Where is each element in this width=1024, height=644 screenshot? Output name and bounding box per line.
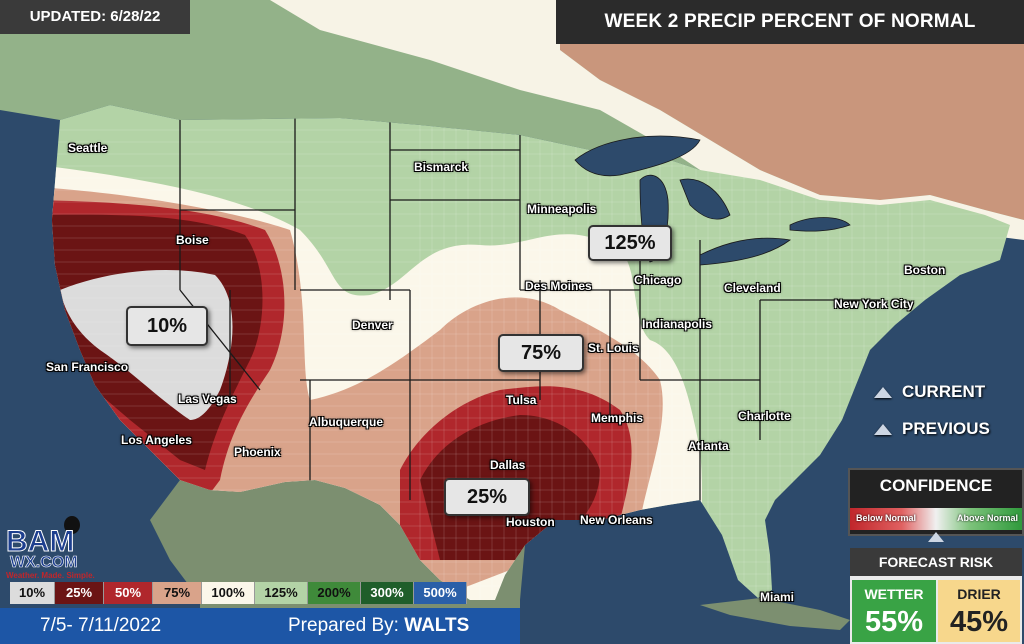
city-new-york-city: New York City (834, 297, 914, 311)
legend-swatch: 200% (308, 582, 361, 604)
forecast-dates: 7/5- 7/11/2022 (40, 615, 162, 636)
city-tulsa: Tulsa (506, 393, 537, 407)
logo-tagline: Weather. Made. Simple. (6, 571, 95, 580)
city-denver: Denver (352, 318, 393, 332)
city-boise: Boise (176, 233, 209, 247)
percent-label-75: 75% (498, 334, 584, 372)
above-normal-label: Above Normal (956, 513, 1018, 523)
city-houston: Houston (506, 515, 555, 529)
updated-date: UPDATED: 6/28/22 (0, 0, 190, 34)
current-label: CURRENT (902, 382, 986, 401)
bamwx-logo: BAM WX.COM Weather. Made. Simple. (6, 516, 95, 580)
city-charlotte: Charlotte (738, 409, 791, 423)
up-arrow-icon (874, 423, 892, 435)
previous-label: PREVIOUS (902, 419, 990, 438)
percent-label-125: 125% (588, 225, 672, 261)
city-des-moines: Des Moines (525, 279, 592, 293)
legend-swatch: 125% (255, 582, 308, 604)
prepared-name: WALTS (404, 615, 470, 636)
confidence-title: CONFIDENCE (879, 476, 993, 495)
wetter-value: 55% (864, 606, 924, 638)
legend-swatch: 25% (55, 582, 104, 604)
confidence-bar: Below Normal Above Normal (850, 508, 1022, 530)
confidence-marker-icon (928, 532, 944, 542)
drier-value: 45% (949, 606, 1009, 638)
city-miami: Miami (760, 590, 795, 604)
city-seattle: Seattle (68, 141, 108, 155)
legend-swatch: 75% (153, 582, 202, 604)
wetter-box: WETTER 55% (852, 580, 936, 642)
wetter-label: WETTER (864, 586, 924, 602)
legend-swatch: 10% (10, 582, 55, 604)
logo-site: WX.COM (10, 554, 78, 571)
logo-brand: BAM (6, 525, 74, 558)
city-phoenix: Phoenix (234, 445, 281, 459)
city-cleveland: Cleveland (724, 281, 781, 295)
legend-swatch: 100% (202, 582, 255, 604)
previous-button[interactable]: PREVIOUS (874, 419, 990, 439)
forecast-risk-panel: FORECAST RISK WETTER 55% DRIER 45% (850, 548, 1022, 644)
current-button[interactable]: CURRENT (874, 382, 985, 402)
legend-swatch: 300% (361, 582, 414, 604)
city-dallas: Dallas (490, 458, 526, 472)
prepared-by: Prepared By: WALTS (288, 608, 469, 644)
city-chicago: Chicago (634, 273, 682, 287)
city-los-angeles: Los Angeles (121, 433, 192, 447)
city-indianapolis: Indianapolis (642, 317, 713, 331)
city-minneapolis: Minneapolis (527, 202, 597, 216)
city-atlanta: Atlanta (688, 439, 729, 453)
city-new-orleans: New Orleans (580, 513, 653, 527)
legend-swatch: 50% (104, 582, 153, 604)
legend-swatch: 500% (414, 582, 467, 604)
city-albuquerque: Albuquerque (309, 415, 383, 429)
city-memphis: Memphis (591, 411, 644, 425)
color-legend: 10% 25% 50% 75% 100% 125% 200% 300% 500% (10, 582, 467, 604)
city-boston: Boston (904, 263, 946, 277)
map-title: WEEK 2 PRECIP PERCENT OF NORMAL (556, 0, 1024, 44)
footer-bar: 7/5- 7/11/2022 Prepared By: WALTS (0, 608, 520, 644)
percent-label-10: 10% (126, 306, 208, 346)
city-las-vegas: Las Vegas (178, 392, 237, 406)
prepared-prefix: Prepared By: (288, 615, 399, 636)
city-st-louis: St. Louis (588, 341, 639, 355)
city-bismarck: Bismarck (414, 160, 469, 174)
drier-label: DRIER (957, 586, 1001, 602)
drier-box: DRIER 45% (938, 580, 1020, 642)
up-arrow-icon (874, 386, 892, 398)
city-san-francisco: San Francisco (46, 360, 129, 374)
percent-label-25: 25% (444, 478, 530, 516)
forecast-risk-title: FORECAST RISK (850, 548, 1022, 576)
confidence-panel: CONFIDENCE Below Normal Above Normal (848, 468, 1024, 536)
below-normal-label: Below Normal (856, 513, 917, 523)
